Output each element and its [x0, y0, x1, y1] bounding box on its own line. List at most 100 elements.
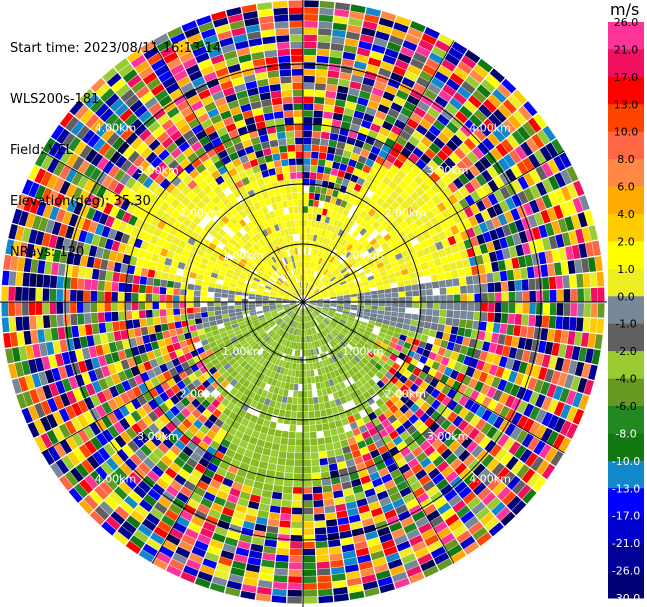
- velocity-gate: [176, 202, 186, 213]
- velocity-gate: [333, 283, 341, 288]
- velocity-gate: [529, 184, 541, 199]
- velocity-gate: [407, 64, 422, 76]
- velocity-gate: [76, 290, 84, 302]
- velocity-gate: [285, 124, 294, 132]
- velocity-gate: [239, 324, 247, 330]
- velocity-gate: [324, 343, 331, 351]
- velocity-gate: [284, 264, 289, 272]
- velocity-gate: [486, 165, 499, 179]
- velocity-gate: [488, 251, 498, 262]
- velocity-gate: [16, 193, 28, 210]
- velocity-gate: [290, 312, 295, 319]
- velocity-gate: [172, 342, 182, 351]
- velocity-gate: [408, 222, 418, 231]
- velocity-gate: [180, 397, 191, 407]
- velocity-gate: [491, 216, 502, 229]
- velocity-gate: [312, 278, 317, 285]
- velocity-gate: [335, 198, 343, 206]
- velocity-gate: [250, 543, 264, 553]
- velocity-gate: [549, 303, 557, 316]
- velocity-gate: [327, 254, 333, 262]
- velocity-gate: [428, 125, 441, 137]
- velocity-gate: [273, 111, 284, 119]
- velocity-gate: [240, 103, 252, 113]
- velocity-gate: [384, 288, 392, 294]
- velocity-gate: [313, 403, 320, 411]
- velocity-gate: [256, 586, 272, 595]
- velocity-gate: [364, 330, 372, 337]
- velocity-gate: [345, 187, 354, 196]
- velocity-gate: [381, 419, 391, 429]
- velocity-gate: [424, 88, 438, 101]
- velocity-gate: [453, 201, 464, 213]
- velocity-gate: [403, 255, 412, 263]
- velocity-gate: [455, 129, 468, 142]
- velocity-gate: [159, 309, 167, 317]
- velocity-gate: [507, 313, 515, 325]
- velocity-gate: [139, 40, 156, 54]
- velocity-gate: [198, 89, 211, 100]
- velocity-gate: [476, 234, 486, 245]
- velocity-gate: [290, 297, 297, 300]
- velocity-gate: [427, 433, 438, 445]
- velocity-gate: [23, 196, 34, 212]
- velocity-gate: [184, 112, 197, 124]
- velocity-gate: [539, 443, 552, 459]
- velocity-gate: [347, 282, 355, 288]
- velocity-gate: [274, 224, 280, 232]
- velocity-gate: [231, 173, 241, 183]
- velocity-gate: [364, 308, 371, 313]
- velocity-gate: [422, 349, 431, 358]
- velocity-gate: [258, 461, 269, 470]
- velocity-gate: [202, 521, 216, 532]
- velocity-gate: [305, 289, 309, 296]
- velocity-gate: [264, 212, 271, 221]
- velocity-gate: [372, 242, 381, 250]
- velocity-gate: [90, 77, 106, 93]
- velocity-gate: [403, 522, 418, 534]
- velocity-gate: [234, 343, 242, 350]
- velocity-gate: [309, 185, 316, 193]
- velocity-gate: [448, 519, 464, 532]
- velocity-gate: [443, 366, 453, 377]
- velocity-gate: [296, 261, 300, 269]
- velocity-gate: [226, 329, 234, 335]
- velocity-gate: [348, 514, 361, 524]
- velocity-gate: [442, 263, 451, 272]
- velocity-gate: [308, 321, 312, 329]
- velocity-gate: [533, 149, 547, 165]
- velocity-gate: [341, 231, 348, 239]
- velocity-gate: [291, 248, 296, 255]
- velocity-gate: [304, 281, 307, 289]
- velocity-gate: [487, 477, 501, 491]
- velocity-gate: [425, 384, 435, 395]
- velocity-gate: [403, 101, 416, 112]
- velocity-gate: [581, 226, 592, 243]
- velocity-gate: [343, 292, 350, 296]
- velocity-gate: [314, 193, 321, 201]
- velocity-gate: [491, 429, 504, 443]
- velocity-gate: [489, 68, 505, 83]
- velocity-gate: [294, 124, 303, 131]
- velocity-gate: [505, 168, 517, 182]
- velocity-gate: [165, 533, 181, 546]
- velocity-gate: [277, 328, 283, 335]
- velocity-gate: [213, 120, 225, 131]
- velocity-gate: [303, 281, 306, 289]
- velocity-gate: [238, 336, 246, 343]
- velocity-gate: [219, 483, 231, 494]
- velocity-gate: [583, 379, 594, 396]
- velocity-gate: [260, 332, 268, 339]
- velocity-gate: [297, 349, 301, 357]
- velocity-gate: [210, 153, 221, 164]
- velocity-gate: [478, 104, 492, 118]
- velocity-gate: [333, 105, 345, 114]
- velocity-gate: [295, 445, 303, 453]
- velocity-gate: [303, 480, 312, 487]
- velocity-gate: [310, 335, 314, 342]
- velocity-gate: [309, 300, 317, 302]
- velocity-gate: [279, 337, 285, 345]
- velocity-gate: [510, 208, 521, 221]
- velocity-gate: [248, 296, 256, 300]
- velocity-gate: [105, 93, 120, 108]
